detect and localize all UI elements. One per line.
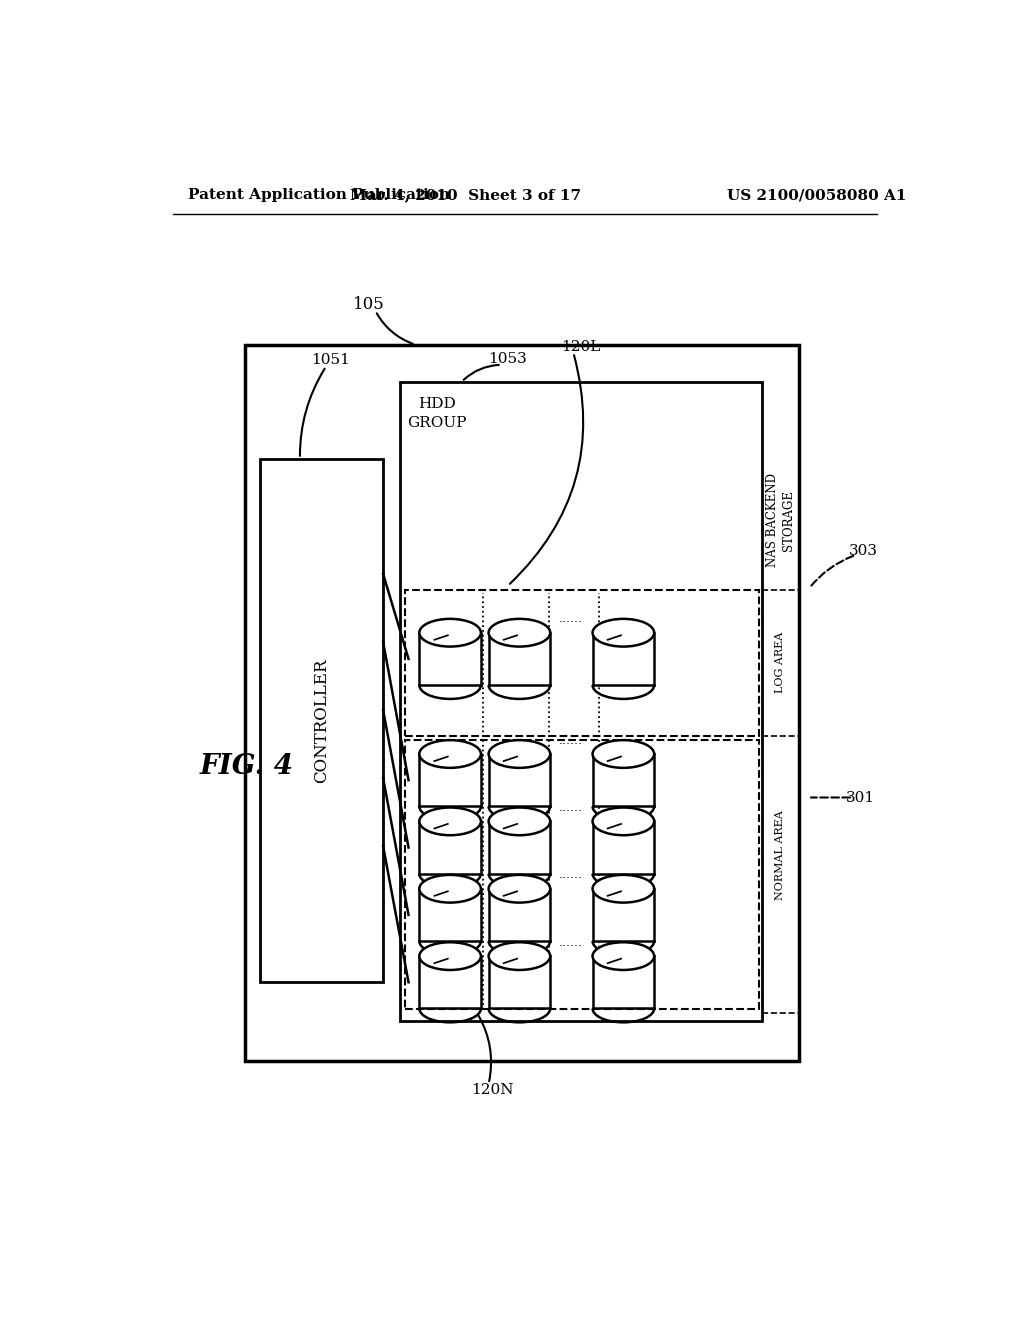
Text: ......: ......: [559, 801, 583, 814]
Text: ......: ......: [559, 936, 583, 949]
Text: Patent Application Publication: Patent Application Publication: [188, 189, 451, 202]
Ellipse shape: [593, 942, 654, 970]
Bar: [260, 459, 383, 982]
Text: 120L: 120L: [561, 341, 601, 354]
Bar: [419, 632, 481, 685]
Bar: [419, 956, 481, 1008]
Bar: [488, 888, 550, 941]
Ellipse shape: [593, 808, 654, 836]
Bar: [593, 888, 654, 941]
Text: 120N: 120N: [471, 1084, 514, 1097]
Text: NAS BACKEND
STORAGE: NAS BACKEND STORAGE: [766, 474, 795, 568]
Text: CONTROLLER: CONTROLLER: [313, 659, 330, 783]
Bar: [404, 739, 759, 1010]
Bar: [593, 821, 654, 874]
Bar: [593, 754, 654, 807]
Bar: [419, 888, 481, 941]
Text: HDD
GROUP: HDD GROUP: [408, 397, 467, 429]
Bar: [488, 632, 550, 685]
Text: ......: ......: [559, 612, 583, 626]
Text: ......: ......: [559, 734, 583, 747]
Bar: [400, 381, 762, 1020]
Ellipse shape: [593, 619, 654, 647]
Text: NORMAL AREA: NORMAL AREA: [775, 810, 785, 900]
Bar: [488, 821, 550, 874]
Text: 301: 301: [846, 791, 876, 804]
Text: 1051: 1051: [311, 354, 350, 367]
Ellipse shape: [419, 741, 481, 768]
Ellipse shape: [419, 619, 481, 647]
Ellipse shape: [488, 741, 550, 768]
Ellipse shape: [488, 619, 550, 647]
Bar: [419, 821, 481, 874]
Text: 1053: 1053: [488, 351, 527, 366]
Bar: [419, 754, 481, 807]
Text: 105: 105: [353, 296, 385, 313]
Ellipse shape: [593, 875, 654, 903]
Ellipse shape: [419, 875, 481, 903]
Bar: [593, 956, 654, 1008]
Ellipse shape: [488, 942, 550, 970]
Bar: [404, 590, 759, 737]
Text: LOG AREA: LOG AREA: [775, 632, 785, 693]
Bar: [488, 754, 550, 807]
Ellipse shape: [419, 942, 481, 970]
Ellipse shape: [488, 808, 550, 836]
Text: ......: ......: [559, 869, 583, 882]
Text: Mar. 4, 2010  Sheet 3 of 17: Mar. 4, 2010 Sheet 3 of 17: [350, 189, 581, 202]
Ellipse shape: [593, 741, 654, 768]
Text: 303: 303: [849, 544, 879, 558]
Ellipse shape: [419, 808, 481, 836]
Bar: [488, 956, 550, 1008]
Text: US 2100/0058080 A1: US 2100/0058080 A1: [727, 189, 907, 202]
Bar: [593, 632, 654, 685]
Ellipse shape: [488, 875, 550, 903]
Text: FIG. 4: FIG. 4: [200, 754, 294, 780]
Bar: [245, 345, 799, 1061]
